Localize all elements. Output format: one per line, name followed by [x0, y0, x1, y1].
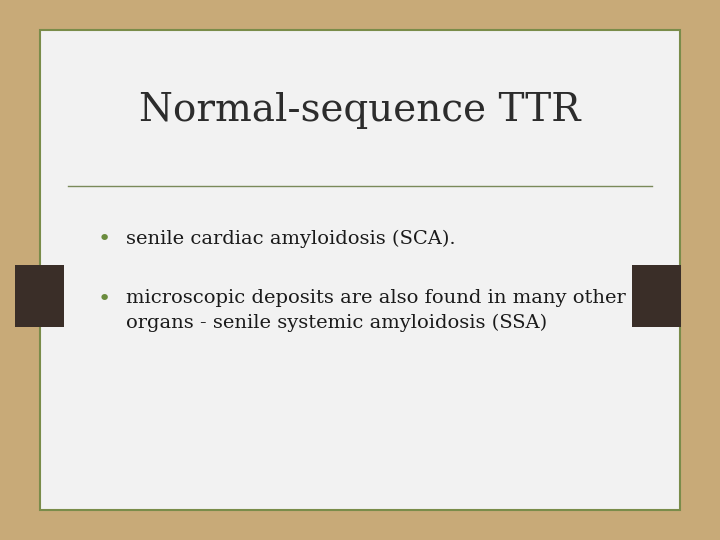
Text: microscopic deposits are also found in many other
organs - senile systemic amylo: microscopic deposits are also found in m…: [126, 289, 626, 332]
Text: •: •: [98, 289, 111, 309]
Text: senile cardiac amyloidosis (SCA).: senile cardiac amyloidosis (SCA).: [126, 230, 456, 248]
Bar: [15, 265, 64, 327]
FancyBboxPatch shape: [40, 30, 680, 510]
Text: Normal-sequence TTR: Normal-sequence TTR: [139, 92, 581, 129]
Text: •: •: [98, 230, 111, 249]
Bar: [632, 265, 681, 327]
